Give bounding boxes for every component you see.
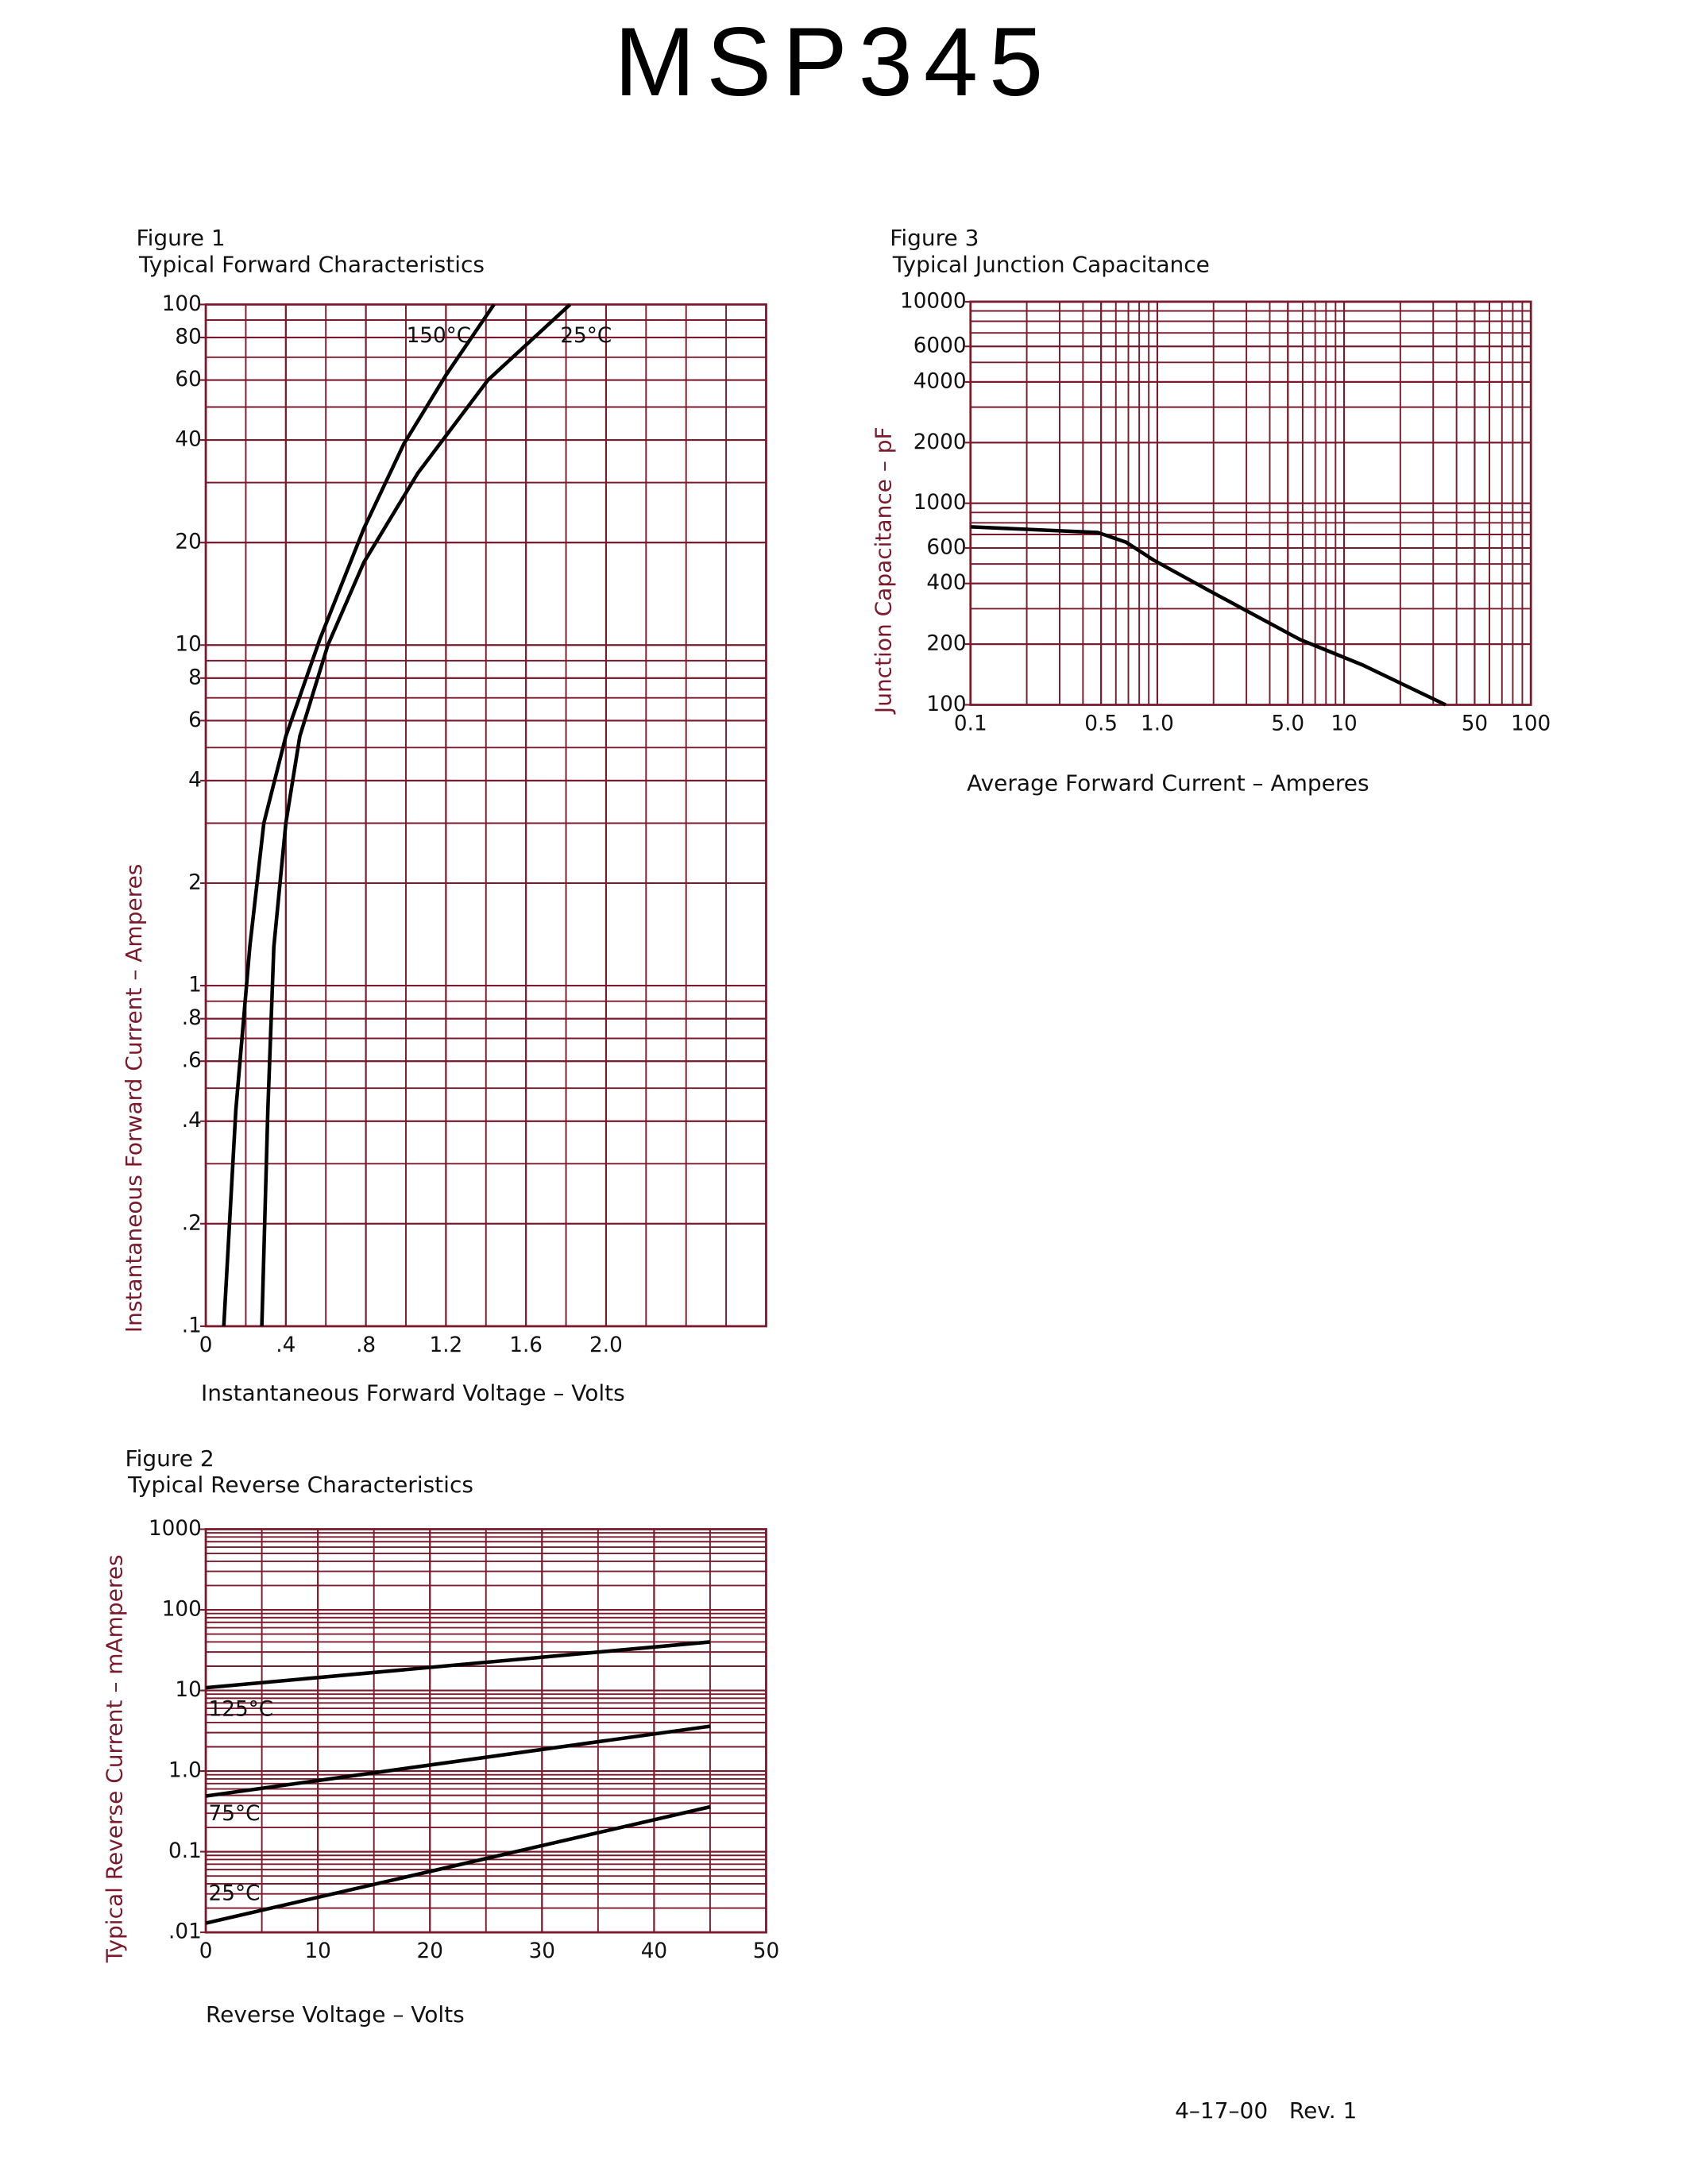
x-tick-label: 50 bbox=[753, 1939, 779, 1963]
y-tick-label: 1.0 bbox=[168, 1759, 202, 1783]
y-tick-label: .2 bbox=[182, 1211, 202, 1235]
x-axis-title: Average Forward Current – Amperes bbox=[967, 770, 1369, 796]
y-tick-label: .8 bbox=[182, 1006, 202, 1030]
figure-number: Figure 2 bbox=[126, 1445, 214, 1472]
x-tick-label: 5.0 bbox=[1271, 712, 1304, 736]
y-tick-label: 100 bbox=[162, 1598, 202, 1622]
y-tick-label: .4 bbox=[182, 1109, 202, 1133]
series-label: 125°C bbox=[209, 1698, 274, 1722]
y-tick-label: 2 bbox=[188, 870, 202, 894]
y-tick-label: 20 bbox=[175, 531, 201, 554]
footer: 4–17–00 Rev. 1 bbox=[1175, 2097, 1357, 2124]
y-tick-label: 60 bbox=[175, 368, 201, 392]
y-tick-label: 4000 bbox=[914, 369, 967, 393]
y-tick-label: 400 bbox=[926, 571, 966, 595]
x-tick-label: 10 bbox=[304, 1939, 330, 1963]
x-tick-label: 50 bbox=[1462, 712, 1488, 736]
data-line bbox=[222, 303, 496, 1327]
x-tick-label: 2.0 bbox=[589, 1333, 623, 1357]
y-axis-title: Instantaneous Forward Current – Amperes bbox=[121, 864, 147, 1333]
data-line bbox=[205, 1724, 711, 1798]
series-label: 25°C bbox=[209, 1881, 261, 1905]
x-tick-label: 0 bbox=[199, 1939, 213, 1963]
figure-title: Typical Reverse Characteristics bbox=[127, 1472, 473, 1498]
series-label: 75°C bbox=[209, 1802, 261, 1826]
x-tick-label: 30 bbox=[529, 1939, 555, 1963]
y-tick-label: 100 bbox=[162, 292, 202, 316]
y-tick-label: 1 bbox=[188, 974, 202, 997]
figure-number: Figure 1 bbox=[137, 225, 226, 251]
data-line bbox=[970, 525, 1447, 707]
x-tick-label: 0.1 bbox=[954, 712, 987, 736]
x-tick-label: .8 bbox=[356, 1333, 376, 1357]
figure-number: Figure 3 bbox=[890, 225, 979, 251]
x-tick-label: 0 bbox=[199, 1333, 213, 1357]
series-label: 150°C bbox=[407, 324, 472, 348]
data-line bbox=[205, 1804, 711, 1925]
y-tick-label: 200 bbox=[926, 632, 966, 656]
x-axis-title: Instantaneous Forward Voltage – Volts bbox=[201, 1380, 625, 1406]
page-title: MSP345 bbox=[614, 7, 1054, 116]
x-tick-label: 100 bbox=[1511, 712, 1551, 736]
y-tick-label: 10000 bbox=[900, 289, 967, 313]
y-axis-title: Junction Capacitance – pF bbox=[870, 426, 896, 715]
x-tick-label: 0.5 bbox=[1084, 712, 1118, 736]
y-tick-label: 6 bbox=[188, 708, 202, 732]
y-tick-label: 6000 bbox=[914, 334, 967, 358]
x-axis-title: Reverse Voltage – Volts bbox=[206, 2001, 465, 2028]
y-tick-label: 1000 bbox=[914, 491, 967, 515]
y-tick-label: .1 bbox=[182, 1314, 202, 1337]
figure-title: Typical Forward Characteristics bbox=[138, 251, 485, 277]
figure-title: Typical Junction Capacitance bbox=[892, 251, 1210, 277]
series-label: 25°C bbox=[560, 324, 612, 348]
x-tick-label: 10 bbox=[1331, 712, 1357, 736]
x-tick-label: 1.0 bbox=[1141, 712, 1174, 736]
y-tick-label: 1000 bbox=[149, 1517, 202, 1541]
y-tick-label: 4 bbox=[188, 768, 202, 792]
data-line bbox=[205, 1640, 711, 1690]
y-tick-label: 10 bbox=[175, 1678, 201, 1702]
y-tick-label: 10 bbox=[175, 633, 201, 657]
x-tick-label: .4 bbox=[276, 1333, 295, 1357]
x-tick-label: 40 bbox=[641, 1939, 667, 1963]
y-tick-label: .6 bbox=[182, 1049, 202, 1073]
y-axis-title: Typical Reverse Current – mAmperes bbox=[101, 1554, 127, 1963]
x-tick-label: 20 bbox=[417, 1939, 443, 1963]
y-tick-label: 80 bbox=[175, 325, 201, 349]
y-tick-label: 0.1 bbox=[168, 1839, 202, 1863]
x-tick-label: 1.2 bbox=[430, 1333, 463, 1357]
y-tick-label: .01 bbox=[168, 1920, 202, 1944]
x-tick-label: 1.6 bbox=[509, 1333, 543, 1357]
y-tick-label: 8 bbox=[188, 666, 202, 689]
y-tick-label: 2000 bbox=[914, 430, 967, 454]
y-tick-label: 600 bbox=[926, 536, 966, 560]
y-tick-label: 40 bbox=[175, 428, 201, 452]
data-line bbox=[260, 303, 572, 1327]
y-tick-label: 100 bbox=[926, 693, 966, 716]
